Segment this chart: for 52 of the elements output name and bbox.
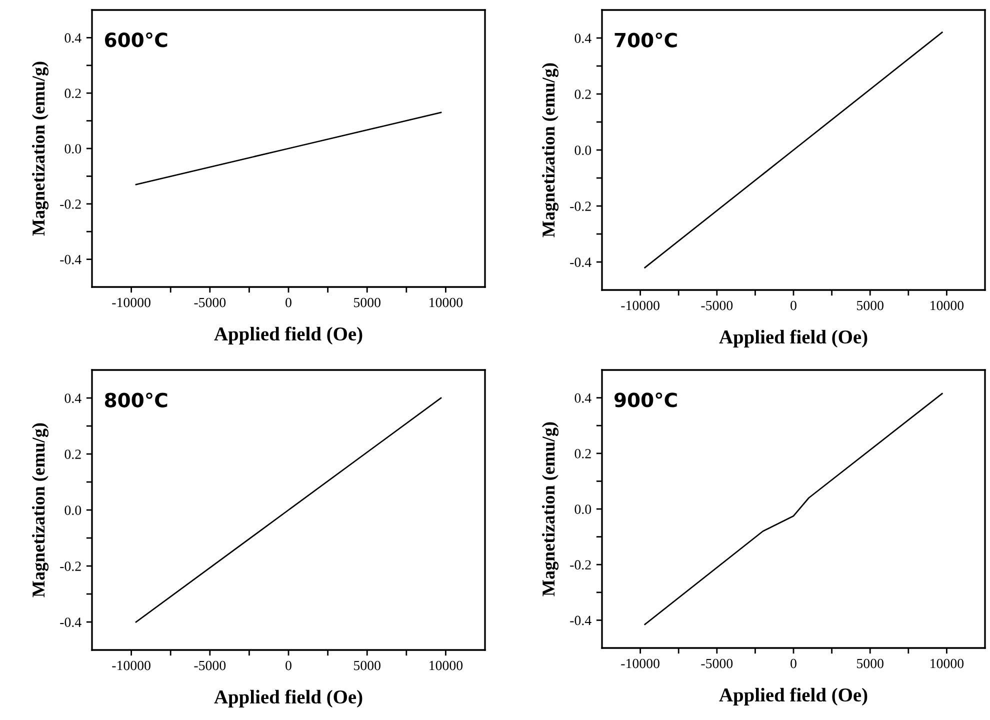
x-axis-title: Applied field (Oe)	[719, 330, 868, 348]
y-tick-label: -0.4	[570, 616, 592, 626]
y-axis-title: Magnetization (emu/g)	[32, 423, 48, 598]
x-tick-label: 10000	[930, 658, 964, 668]
y-tick-label: 0.4	[574, 393, 592, 403]
x-tick-label: -10000	[621, 300, 660, 310]
y-tick-label: 0.0	[574, 504, 592, 514]
y-tick-label: 0.2	[574, 90, 591, 100]
y-axis-title: Magnetization (emu/g)	[542, 422, 558, 596]
x-axis-title: Applied field (Oe)	[214, 326, 362, 345]
annotation: 700°C	[614, 32, 677, 48]
x-tick-label: -5000	[194, 660, 226, 670]
x-tick-label: 0	[286, 298, 292, 308]
x-tick-label: 10000	[430, 660, 463, 670]
y-tick-label: -0.2	[570, 560, 591, 570]
x-axis-title: Applied field (Oe)	[719, 688, 868, 706]
x-tick-label: 10000	[430, 298, 463, 308]
x-tick-label: -5000	[701, 300, 733, 310]
y-tick-label: 0.4	[64, 394, 82, 404]
x-axis-title: Applied field (Oe)	[214, 690, 362, 708]
y-tick-label: -0.4	[570, 258, 592, 268]
x-tick-label: 5000	[354, 298, 380, 308]
y-tick-label: 0.0	[574, 146, 592, 156]
x-tick-label: 5000	[857, 300, 884, 310]
y-tick-label: 0.0	[64, 144, 82, 154]
x-tick-label: -10000	[112, 660, 150, 670]
y-axis-title: Magnetization (emu/g)	[32, 62, 48, 236]
x-tick-label: 10000	[930, 300, 964, 310]
y-tick-label: 0.4	[574, 34, 592, 44]
y-tick-label: -0.2	[60, 562, 81, 572]
y-tick-label: 0.2	[574, 448, 591, 458]
x-tick-label: -10000	[621, 658, 660, 668]
x-tick-label: -5000	[701, 658, 733, 668]
x-tick-label: 0	[790, 658, 796, 668]
y-tick-label: -0.2	[570, 202, 591, 212]
annotation: 800°C	[104, 392, 168, 408]
x-tick-label: 5000	[857, 658, 884, 668]
y-tick-label: -0.2	[60, 199, 81, 209]
y-tick-label: 0.4	[64, 33, 82, 43]
y-tick-label: -0.4	[60, 618, 82, 628]
x-tick-label: 0	[286, 660, 292, 670]
y-tick-label: -0.4	[60, 254, 82, 264]
y-tick-label: 0.2	[64, 88, 81, 98]
x-tick-label: -5000	[194, 298, 226, 308]
y-tick-label: 0.2	[64, 450, 81, 460]
annotation: 600°C	[104, 32, 168, 48]
annotation: 900°C	[614, 392, 677, 408]
y-tick-label: 0.0	[64, 506, 82, 516]
x-tick-label: -10000	[112, 298, 150, 308]
y-axis-title: Magnetization (emu/g)	[542, 63, 558, 238]
x-tick-label: 5000	[354, 660, 380, 670]
x-tick-label: 0	[790, 300, 796, 310]
